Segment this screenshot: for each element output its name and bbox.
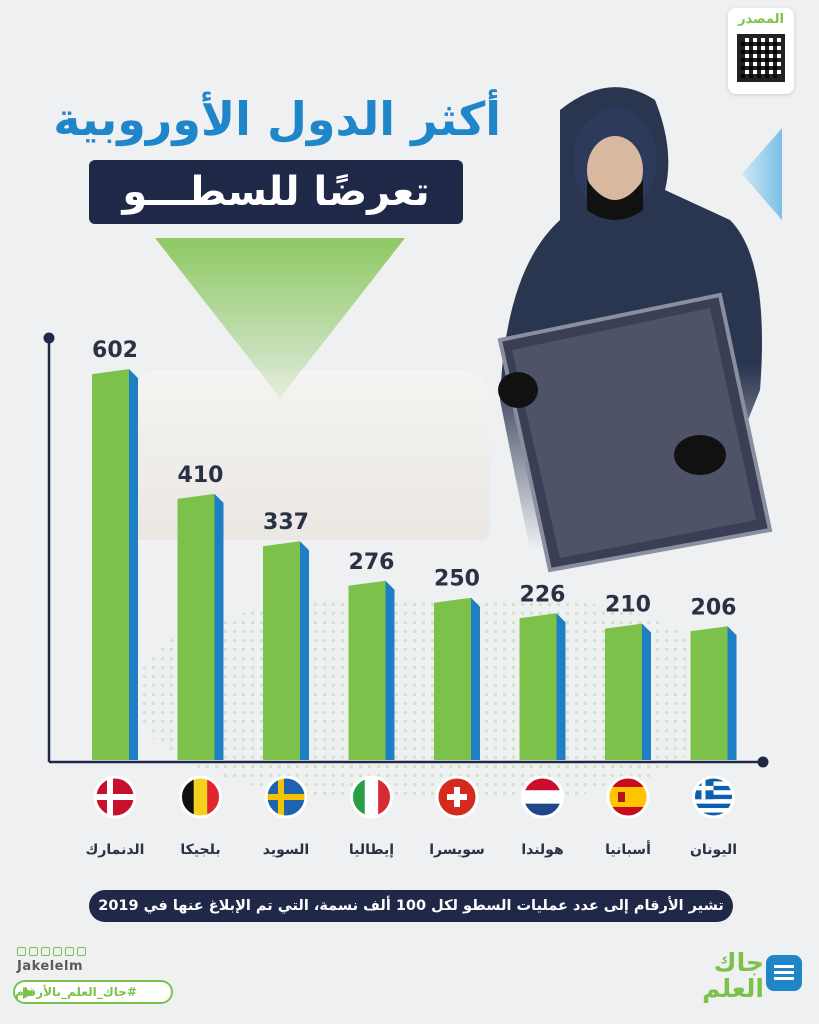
youtube-icon[interactable] <box>53 947 62 956</box>
category-label-switzerland: سويسرا <box>429 842 485 858</box>
source-qr-card[interactable]: المصدر <box>728 8 794 94</box>
bar-spain <box>605 623 651 760</box>
social-icons <box>17 947 86 956</box>
footnote-text: تشير الأرقام إلى عدد عمليات السطو لكل 10… <box>98 898 724 914</box>
brand-logo-icon <box>766 955 802 991</box>
value-label-belgium: 410 <box>178 463 224 488</box>
social-handle: Jakelelm <box>17 959 83 974</box>
category-label-denmark: الدنمارك <box>86 842 145 858</box>
instagram-icon[interactable] <box>65 947 74 956</box>
category-label-spain: أسبانيا <box>605 840 651 858</box>
brand-name: جاك العلم <box>690 950 764 1002</box>
data-footnote: تشير الأرقام إلى عدد عمليات السطو لكل 10… <box>89 890 733 922</box>
sweden-flag-icon <box>264 775 308 819</box>
twitter-icon[interactable] <box>29 947 38 956</box>
title-line2: تعرضًا للسطـــو <box>122 169 430 215</box>
facebook-icon[interactable] <box>77 947 86 956</box>
play-icon <box>23 987 34 999</box>
value-label-spain: 210 <box>605 593 651 618</box>
value-label-italy: 276 <box>349 550 395 575</box>
bar-netherlands <box>519 613 566 760</box>
title-line1: أكثر الدول الأوروبية <box>53 92 501 146</box>
bar-greece <box>690 626 737 760</box>
bar-switzerland <box>434 597 480 760</box>
snapchat-icon[interactable] <box>41 947 50 956</box>
denmark-flag-icon <box>93 775 137 819</box>
brand-name-line1: جاك <box>713 948 764 977</box>
category-label-greece: اليونان <box>690 842 737 858</box>
italy-flag-icon <box>350 775 393 819</box>
y-axis-cap <box>43 332 55 344</box>
belgium-flag-icon <box>179 775 222 819</box>
value-label-greece: 206 <box>691 595 737 620</box>
category-label-belgium: بلجيكا <box>180 842 220 858</box>
x-axis-cap <box>757 756 769 768</box>
spain-flag-icon <box>606 775 650 819</box>
brand-name-line2: العلم <box>702 974 764 1003</box>
switzerland-flag-icon <box>435 775 479 819</box>
value-label-sweden: 337 <box>263 510 309 535</box>
bar-italy <box>348 580 395 760</box>
bar-denmark <box>92 369 138 760</box>
hashtag-pill: #جاك_العلم_بالأرقام <box>13 980 173 1004</box>
title-banner: تعرضًا للسطـــو <box>89 160 463 224</box>
category-label-netherlands: هولندا <box>521 842 563 858</box>
telegram-icon[interactable] <box>17 947 26 956</box>
bar-sweden <box>263 541 309 760</box>
category-label-italy: إيطاليا <box>349 842 394 858</box>
value-label-denmark: 602 <box>92 338 138 363</box>
greece-flag-icon <box>692 775 735 819</box>
value-label-switzerland: 250 <box>434 567 480 592</box>
qr-code-icon <box>737 34 785 82</box>
value-label-netherlands: 226 <box>520 582 566 607</box>
source-label: المصدر <box>738 12 784 27</box>
hashtag-text: #جاك_العلم_بالأرقام <box>15 985 137 999</box>
category-label-sweden: السويد <box>263 842 309 858</box>
bar-belgium <box>177 493 224 760</box>
burglar-illustration <box>497 87 773 573</box>
netherlands-flag-icon <box>521 775 564 819</box>
